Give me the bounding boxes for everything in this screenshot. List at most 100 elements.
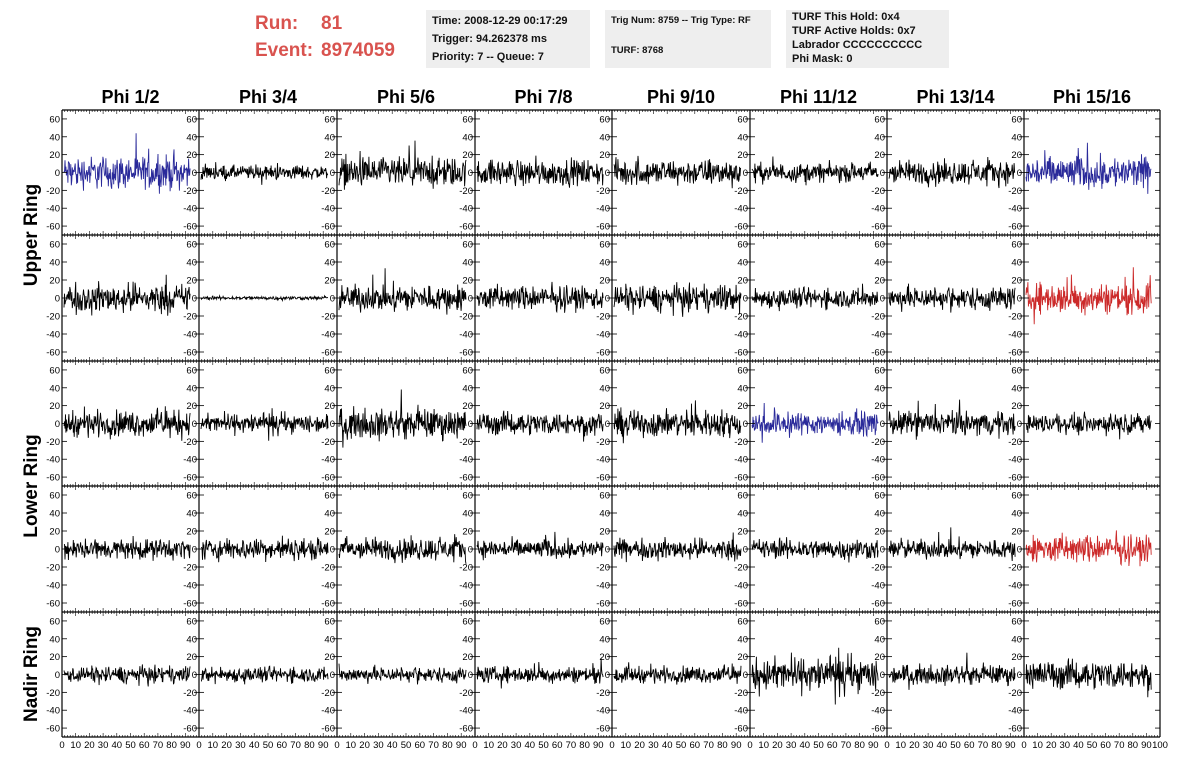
waveform-trace: [63, 664, 191, 687]
waveform-trace: [476, 410, 604, 442]
y-tick-label: 60: [1011, 114, 1022, 125]
y-tick-label: 60: [49, 365, 60, 376]
waveform-trace: [63, 406, 191, 441]
ring-label: Lower Ring: [21, 434, 42, 537]
y-tick-label: 0: [55, 545, 60, 556]
y-tick-label: -60: [1008, 724, 1022, 735]
waveform-trace: [200, 408, 329, 441]
waveform-trace: [476, 155, 604, 188]
y-tick-label: 40: [324, 258, 335, 269]
waveform-trace: [888, 399, 1016, 440]
y-tick-label: 0: [468, 419, 473, 430]
y-tick-label: -20: [596, 563, 610, 574]
y-tick-label: -20: [321, 437, 335, 448]
column-header: Phi 13/14: [916, 87, 994, 107]
y-tick-label: -60: [321, 348, 335, 359]
y-tick-label: -20: [871, 563, 885, 574]
y-tick-label: 60: [737, 114, 748, 125]
y-tick-label: 60: [1011, 491, 1022, 502]
waveform-trace: [200, 665, 329, 685]
column-header: Phi 9/10: [647, 87, 715, 107]
y-tick-label: -20: [596, 186, 610, 197]
y-tick-label: 0: [55, 294, 60, 305]
y-tick-label: -20: [734, 563, 748, 574]
y-tick-label: -20: [321, 563, 335, 574]
y-tick-label: -20: [321, 186, 335, 197]
y-tick-label: 60: [737, 365, 748, 376]
waveform-trace: [200, 535, 329, 563]
y-tick-label: -60: [734, 222, 748, 233]
y-tick-label: -60: [46, 473, 60, 484]
y-tick-label: -20: [596, 312, 610, 323]
y-tick-label: 0: [55, 670, 60, 681]
y-tick-label: 60: [737, 491, 748, 502]
y-tick-label: 60: [462, 240, 473, 251]
y-tick-label: -60: [734, 724, 748, 735]
y-tick-label: -60: [321, 473, 335, 484]
waveform-trace: [338, 268, 467, 315]
y-tick-label: 40: [49, 509, 60, 520]
y-tick-label: -20: [183, 688, 197, 699]
y-tick-label: 40: [1011, 132, 1022, 143]
y-tick-label: 0: [330, 419, 335, 430]
trig-num-text: Trig Num: 8759 -- Trig Type: RF: [611, 15, 751, 26]
y-tick-label: -40: [321, 330, 335, 341]
y-tick-label: 40: [599, 634, 610, 645]
y-tick-label: -60: [871, 473, 885, 484]
y-tick-label: 0: [1017, 670, 1022, 681]
y-tick-label: -40: [596, 706, 610, 717]
y-tick-label: -40: [183, 706, 197, 717]
y-tick-label: 60: [874, 616, 885, 627]
y-tick-label: 60: [49, 240, 60, 251]
y-tick-label: 40: [737, 132, 748, 143]
y-tick-label: 20: [49, 401, 60, 412]
waveform-trace: [888, 527, 1016, 562]
y-tick-label: 20: [599, 401, 610, 412]
y-tick-label: -60: [1008, 599, 1022, 610]
column-header: Phi 11/12: [780, 87, 857, 107]
y-tick-label: 20: [599, 276, 610, 287]
priority-text: Priority: 7 -- Queue: 7: [432, 51, 544, 63]
y-tick-label: -40: [596, 581, 610, 592]
y-tick-label: -60: [596, 222, 610, 233]
waveform-trace: [200, 294, 328, 303]
y-tick-label: 60: [737, 616, 748, 627]
y-tick-label: 0: [605, 545, 610, 556]
waveform-trace: [1025, 530, 1152, 567]
y-tick-label: -40: [459, 581, 473, 592]
y-tick-label: 20: [737, 652, 748, 663]
y-tick-label: 60: [599, 114, 610, 125]
y-tick-label: 60: [49, 491, 60, 502]
y-tick-label: -20: [459, 186, 473, 197]
y-tick-label: -40: [734, 204, 748, 215]
run-value: 81: [321, 13, 343, 34]
y-tick-label: 40: [874, 132, 885, 143]
y-tick-label: 20: [737, 527, 748, 538]
y-tick-label: 0: [605, 168, 610, 179]
y-tick-label: 20: [186, 150, 197, 161]
y-tick-label: -60: [1008, 473, 1022, 484]
y-tick-label: -40: [734, 455, 748, 466]
y-tick-label: -40: [459, 204, 473, 215]
y-tick-label: -40: [183, 455, 197, 466]
y-tick-label: 60: [324, 240, 335, 251]
y-tick-label: 40: [324, 132, 335, 143]
y-tick-label: -60: [183, 348, 197, 359]
y-tick-label: -40: [321, 455, 335, 466]
y-tick-label: 40: [737, 383, 748, 394]
y-tick-label: -40: [183, 330, 197, 341]
waveform-trace: [476, 657, 604, 689]
y-tick-label: 20: [599, 150, 610, 161]
y-tick-label: 0: [192, 168, 197, 179]
y-tick-label: 20: [186, 276, 197, 287]
y-tick-label: 40: [462, 509, 473, 520]
y-tick-label: -40: [596, 204, 610, 215]
y-tick-label: 40: [186, 258, 197, 269]
y-tick-label: -20: [183, 312, 197, 323]
y-tick-label: -20: [46, 437, 60, 448]
y-tick-label: 60: [186, 240, 197, 251]
y-tick-label: 60: [737, 240, 748, 251]
y-tick-label: 20: [599, 527, 610, 538]
y-tick-label: -60: [183, 599, 197, 610]
y-tick-label: 0: [743, 670, 748, 681]
